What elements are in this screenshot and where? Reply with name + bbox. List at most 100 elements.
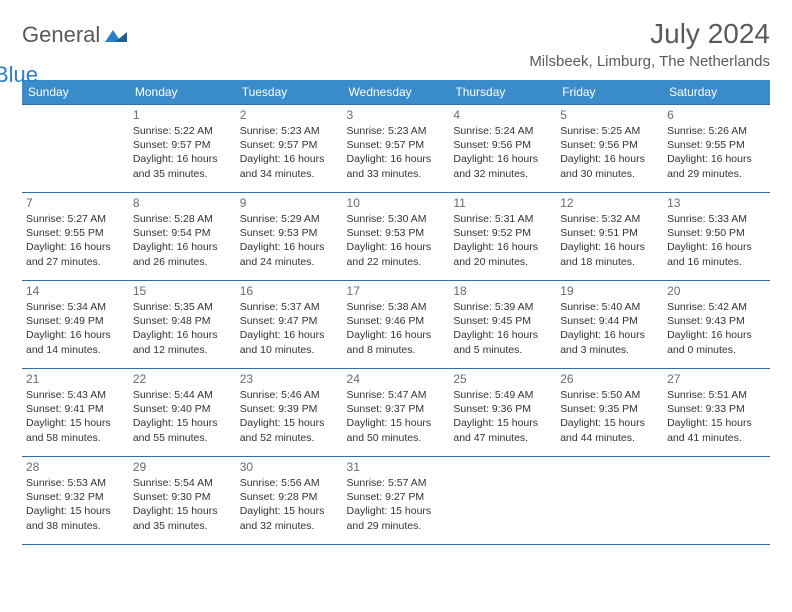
- sunset-value: 9:28 PM: [278, 491, 317, 503]
- day-info: Sunrise: 5:22 AMSunset: 9:57 PMDaylight:…: [133, 124, 232, 181]
- calendar-day-cell: 20Sunrise: 5:42 AMSunset: 9:43 PMDayligh…: [663, 281, 770, 369]
- sunset-line: Sunset: 9:48 PM: [133, 314, 232, 328]
- daylight-line: Daylight: 15 hours and 38 minutes.: [26, 504, 125, 532]
- day-number: 27: [667, 372, 766, 386]
- sunrise-line: Sunrise: 5:30 AM: [347, 212, 446, 226]
- sunset-label: Sunset:: [347, 491, 383, 503]
- calendar-day-cell: 19Sunrise: 5:40 AMSunset: 9:44 PMDayligh…: [556, 281, 663, 369]
- sunset-line: Sunset: 9:36 PM: [453, 402, 552, 416]
- sunset-line: Sunset: 9:41 PM: [26, 402, 125, 416]
- daylight-label: Daylight:: [347, 241, 388, 253]
- sunrise-value: 5:25 AM: [602, 125, 641, 137]
- day-number: 28: [26, 460, 125, 474]
- sunrise-label: Sunrise:: [26, 213, 65, 225]
- sunrise-line: Sunrise: 5:31 AM: [453, 212, 552, 226]
- sunset-label: Sunset:: [667, 403, 703, 415]
- daylight-line: Daylight: 16 hours and 34 minutes.: [240, 152, 339, 180]
- day-info: Sunrise: 5:47 AMSunset: 9:37 PMDaylight:…: [347, 388, 446, 445]
- sunrise-label: Sunrise:: [453, 213, 492, 225]
- calendar-day-cell: 2Sunrise: 5:23 AMSunset: 9:57 PMDaylight…: [236, 105, 343, 193]
- calendar-day-cell: 5Sunrise: 5:25 AMSunset: 9:56 PMDaylight…: [556, 105, 663, 193]
- sunrise-label: Sunrise:: [667, 213, 706, 225]
- sunrise-label: Sunrise:: [667, 301, 706, 313]
- calendar-day-cell: 1Sunrise: 5:22 AMSunset: 9:57 PMDaylight…: [129, 105, 236, 193]
- day-number: 26: [560, 372, 659, 386]
- sunset-line: Sunset: 9:57 PM: [347, 138, 446, 152]
- daylight-label: Daylight:: [26, 329, 67, 341]
- daylight-label: Daylight:: [133, 329, 174, 341]
- sunset-line: Sunset: 9:53 PM: [347, 226, 446, 240]
- daylight-line: Daylight: 16 hours and 26 minutes.: [133, 240, 232, 268]
- location-text: Milsbeek, Limburg, The Netherlands: [529, 53, 770, 70]
- day-info: Sunrise: 5:39 AMSunset: 9:45 PMDaylight:…: [453, 300, 552, 357]
- sunrise-line: Sunrise: 5:32 AM: [560, 212, 659, 226]
- weekday-header: Sunday: [22, 80, 129, 105]
- calendar-day-cell: 22Sunrise: 5:44 AMSunset: 9:40 PMDayligh…: [129, 369, 236, 457]
- sunset-value: 9:49 PM: [65, 315, 104, 327]
- header: General Blue July 2024 Milsbeek, Limburg…: [22, 18, 770, 74]
- daylight-label: Daylight:: [240, 241, 281, 253]
- day-number: 25: [453, 372, 552, 386]
- day-info: Sunrise: 5:28 AMSunset: 9:54 PMDaylight:…: [133, 212, 232, 269]
- calendar-day-cell: 27 Sunrise: 5:51 AMSunset: 9:33 PMDayligh…: [663, 369, 770, 457]
- day-info: Sunrise: 5:57 AMSunset: 9:27 PMDaylight:…: [347, 476, 446, 533]
- calendar-day-cell: 31Sunrise: 5:57 AMSunset: 9:27 PMDayligh…: [343, 457, 450, 545]
- daylight-label: Daylight:: [453, 153, 494, 165]
- day-number: 16: [240, 284, 339, 298]
- calendar-day-cell: 18Sunrise: 5:39 AMSunset: 9:45 PMDayligh…: [449, 281, 556, 369]
- sunset-label: Sunset:: [667, 139, 703, 151]
- sunset-value: 9:39 PM: [278, 403, 317, 415]
- sunset-label: Sunset:: [453, 315, 489, 327]
- calendar-day-cell: 25 Sunrise: 5:49 AMSunset: 9:36 PMDayligh…: [449, 369, 556, 457]
- calendar-week-row: 21Sunrise: 5:43 AMSunset: 9:41 PMDayligh…: [22, 369, 770, 457]
- sunset-value: 9:55 PM: [706, 139, 745, 151]
- daylight-line: Daylight: 15 hours and 44 minutes.: [560, 416, 659, 444]
- sunrise-line: Sunrise: 5:28 AM: [133, 212, 232, 226]
- sunrise-line: Sunrise: 5:23 AM: [240, 124, 339, 138]
- day-number: 22: [133, 372, 232, 386]
- weekday-header: Saturday: [663, 80, 770, 105]
- sunset-label: Sunset:: [133, 139, 169, 151]
- day-info: Sunrise: 5:42 AMSunset: 9:43 PMDaylight:…: [667, 300, 766, 357]
- day-info: Sunrise: 5:33 AMSunset: 9:50 PMDaylight:…: [667, 212, 766, 269]
- sunrise-label: Sunrise:: [667, 389, 706, 401]
- day-info: Sunrise: 5:23 AMSunset: 9:57 PMDaylight:…: [347, 124, 446, 181]
- day-info: Sunrise: 5:40 AMSunset: 9:44 PMDaylight:…: [560, 300, 659, 357]
- sunset-line: Sunset: 9:45 PM: [453, 314, 552, 328]
- calendar-day-cell: 14Sunrise: 5:34 AMSunset: 9:49 PMDayligh…: [22, 281, 129, 369]
- sunrise-label: Sunrise:: [26, 477, 65, 489]
- daylight-line: Daylight: 16 hours and 35 minutes.: [133, 152, 232, 180]
- daylight-line: Daylight: 16 hours and 10 minutes.: [240, 328, 339, 356]
- sunrise-line: Sunrise: 5:43 AM: [26, 388, 125, 402]
- daylight-label: Daylight:: [347, 153, 388, 165]
- sunrise-line: Sunrise: 5:51 AM: [667, 388, 766, 402]
- day-number: 3: [347, 108, 446, 122]
- daylight-line: Daylight: 15 hours and 47 minutes.: [453, 416, 552, 444]
- day-number: 31: [347, 460, 446, 474]
- sunset-line: Sunset: 9:27 PM: [347, 490, 446, 504]
- day-number: 8: [133, 196, 232, 210]
- sunrise-value: 5:29 AM: [281, 213, 320, 225]
- daylight-label: Daylight:: [240, 329, 281, 341]
- day-info: Sunrise: 5:29 AMSunset: 9:53 PMDaylight:…: [240, 212, 339, 269]
- day-info: Sunrise: 5:51 AMSunset: 9:33 PMDaylight:…: [667, 388, 766, 445]
- sunrise-label: Sunrise:: [240, 477, 279, 489]
- daylight-label: Daylight:: [133, 417, 174, 429]
- calendar-day-cell: 26Sunrise: 5:50 AMSunset: 9:35 PMDayligh…: [556, 369, 663, 457]
- sunrise-value: 5:22 AM: [174, 125, 213, 137]
- sunrise-value: 5:26 AM: [709, 125, 748, 137]
- daylight-label: Daylight:: [667, 153, 708, 165]
- sunset-value: 9:27 PM: [385, 491, 424, 503]
- daylight-label: Daylight:: [133, 505, 174, 517]
- daylight-line: Daylight: 16 hours and 20 minutes.: [453, 240, 552, 268]
- calendar-day-cell: 10Sunrise: 5:30 AMSunset: 9:53 PMDayligh…: [343, 193, 450, 281]
- daylight-label: Daylight:: [347, 505, 388, 517]
- sunset-value: 9:37 PM: [385, 403, 424, 415]
- sunrise-label: Sunrise:: [347, 213, 386, 225]
- sunrise-value: 5:27 AM: [67, 213, 106, 225]
- calendar-day-cell: 12Sunrise: 5:32 AMSunset: 9:51 PMDayligh…: [556, 193, 663, 281]
- daylight-line: Daylight: 15 hours and 55 minutes.: [133, 416, 232, 444]
- day-info: Sunrise: 5:46 AMSunset: 9:39 PMDaylight:…: [240, 388, 339, 445]
- sunrise-line: Sunrise: 5:33 AM: [667, 212, 766, 226]
- sunrise-line: Sunrise: 5:49 AM: [453, 388, 552, 402]
